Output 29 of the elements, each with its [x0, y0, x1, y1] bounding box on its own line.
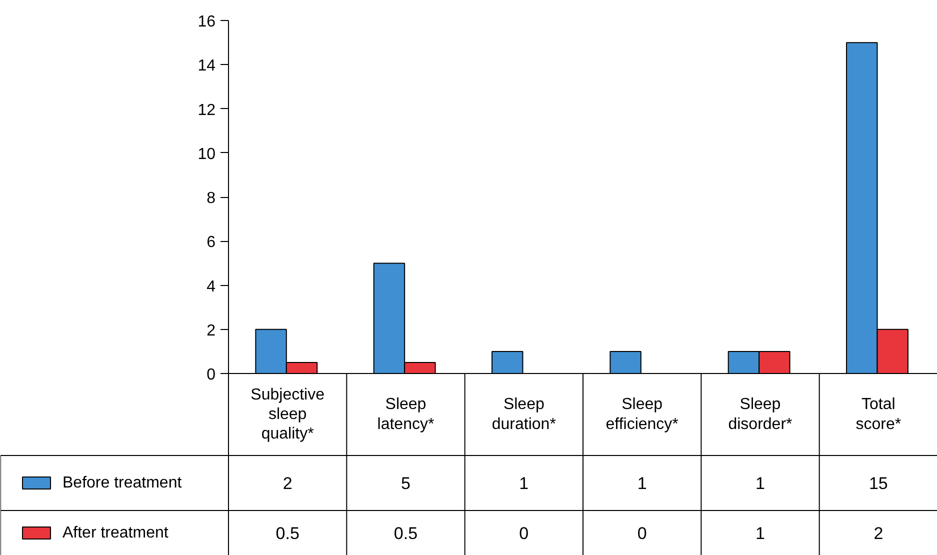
- y-tick-label: 0: [206, 366, 216, 384]
- x-tick-label: Sleep efficiency*: [606, 396, 678, 433]
- data-label: 0: [637, 524, 647, 543]
- data-label: 1: [637, 474, 647, 493]
- x-tick-label: Sleep duration*: [492, 396, 556, 433]
- data-label: 0.5: [394, 524, 418, 543]
- data-label: 1: [756, 474, 765, 493]
- data-label: 15: [868, 474, 888, 493]
- data-label: 0.5: [276, 524, 300, 543]
- y-tick-label: 10: [198, 146, 216, 163]
- x-tick-label: Subjective sleep quality*: [250, 386, 325, 443]
- legend-label: After treatment: [62, 524, 169, 542]
- data-label: 5: [401, 474, 410, 493]
- data-label: 2: [282, 474, 292, 493]
- legend-label: Before treatment: [62, 474, 182, 492]
- x-tick-label: Total score*: [856, 396, 902, 433]
- data-label: 0: [519, 524, 529, 543]
- data-label: 1: [756, 524, 765, 543]
- data-label: 2: [874, 524, 884, 543]
- y-tick-label: 16: [198, 14, 216, 30]
- y-tick-label: 2: [206, 322, 216, 340]
- y-tick-label: 12: [198, 102, 216, 119]
- y-tick-label: 6: [206, 234, 216, 252]
- x-tick-label: Sleep disorder*: [728, 396, 792, 433]
- data-label: 1: [519, 474, 529, 493]
- x-tick-label: Sleep latency*: [377, 396, 434, 433]
- y-tick-label: 8: [206, 190, 216, 207]
- y-tick-label: 14: [198, 58, 216, 75]
- y-tick-label: 4: [206, 278, 216, 296]
